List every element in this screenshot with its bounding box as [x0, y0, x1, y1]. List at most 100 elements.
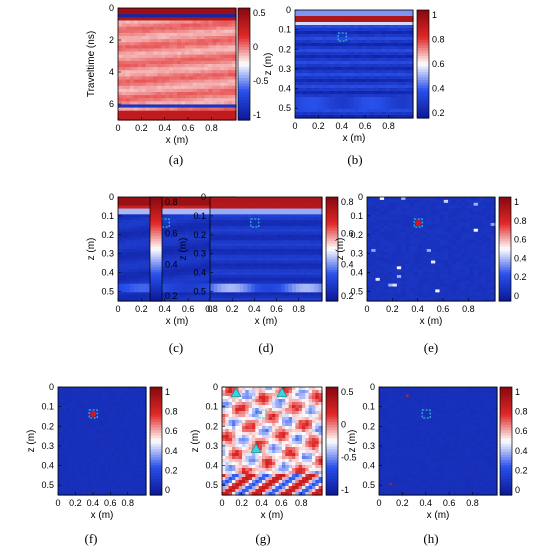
x-tick-label: 0.2 — [226, 304, 239, 314]
colorbar-tick-label: 0 — [165, 485, 170, 495]
colorbar-tick-label: 0.6 — [165, 426, 178, 436]
colorbar-tick-label: 0.4 — [165, 446, 178, 456]
colorbar-tick-label: 0.4 — [515, 446, 528, 456]
y-tick-label: 0.3 — [41, 441, 54, 451]
triangle-marker — [250, 442, 262, 453]
colorbar-tick-label: 0.6 — [432, 59, 445, 69]
colorbar: 0.5 0 -0.5 -1 — [237, 7, 269, 121]
subfigure-caption: (e) — [424, 340, 438, 355]
y-tick-label: 0.5 — [101, 287, 114, 297]
y-tick-label: 0.2 — [193, 230, 206, 240]
x-tick-label: 0.4 — [411, 304, 424, 314]
colorbar-tick-label: 0.8 — [165, 197, 178, 207]
y-axis-label: Traveltime (ns) — [86, 31, 97, 97]
x-tick-label: 0.4 — [255, 498, 268, 508]
panel-d: 00.10.20.30.40.50 0.2 0.4 0.6 0.8x (m)z (m)0… — [178, 192, 354, 355]
target-marker — [257, 409, 267, 419]
target-marker — [337, 32, 347, 42]
x-tick-label: 0.6 — [275, 498, 288, 508]
x-tick-label: 0.2 — [312, 121, 325, 131]
x-tick-label: 0.4 — [335, 121, 348, 131]
y-tick-label: 0.2 — [278, 44, 291, 54]
heatmap-field — [222, 387, 323, 496]
colorbar-tick-label: 1 — [515, 387, 520, 397]
plot-frame — [366, 196, 496, 302]
target-marker — [88, 409, 98, 419]
y-tick-label: 0.2 — [41, 421, 54, 431]
y-tick-label: 0 — [358, 192, 363, 202]
x-tick-label: 0.8 — [382, 121, 395, 131]
y-tick-label: 0.5 — [193, 287, 206, 297]
x-tick-label: 0.2 — [135, 123, 148, 133]
speckle-dot — [405, 394, 409, 398]
subfigure-caption: (f) — [85, 531, 98, 546]
colorbar-tick-label: 0.6 — [165, 228, 178, 238]
y-tick-label: 0.1 — [101, 211, 114, 221]
panel-a: 0 2 4 6 0 0.2 0.4 0.6 0.8 x (m) Traveltime (ns) 0.5… — [86, 3, 269, 167]
colorbar-tick-label: 0.8 — [514, 216, 527, 226]
y-tick-label: 0.2 — [350, 230, 363, 240]
plot-frame — [117, 7, 237, 121]
x-tick-label: 0.4 — [419, 498, 432, 508]
colorbar: 1 0.8 0.6 0.4 0.2 0 — [149, 386, 178, 496]
x-tick-label: 0.4 — [87, 498, 100, 508]
colorbar-tick-label: 0.2 — [165, 291, 178, 301]
y-tick-label: 0.5 — [41, 480, 54, 490]
y-tick-label: 0.4 — [278, 84, 291, 94]
colorbar-tick-label: -0.5 — [341, 452, 357, 462]
x-tick-label: 0 — [364, 304, 369, 314]
subfigure-caption: (g) — [255, 531, 270, 546]
colorbar-tick-label: -1 — [341, 485, 349, 495]
x-tick-label: 0 — [55, 498, 60, 508]
heatmap-field — [295, 10, 414, 119]
colorbar-tick-label: 0.4 — [341, 260, 354, 270]
heatmap-field — [210, 197, 323, 302]
y-axis-label: z (m) — [178, 238, 189, 261]
colorbar: 0.8 0.6 0.4 0.2 — [325, 196, 354, 302]
colorbar-tick-label: 0 — [253, 42, 258, 52]
y-tick-label: 0.3 — [278, 64, 291, 74]
y-axis-label: z (m) — [347, 430, 358, 453]
x-axis-label: x (m) — [91, 510, 114, 521]
subfigure-caption: (c) — [169, 340, 183, 355]
x-tick-label: 0.8 — [121, 498, 134, 508]
subfigure-caption: (h) — [423, 531, 438, 546]
colorbar-tick-label: -0.5 — [253, 76, 269, 86]
x-tick-label: 0.6 — [359, 121, 372, 131]
colorbar-tick-label: 0.6 — [341, 228, 354, 238]
x-tick-label: 0 — [219, 498, 224, 508]
colorbar-tick-label: 0.4 — [165, 260, 178, 270]
target-marker — [421, 409, 431, 419]
x-tick-label: 0.2 — [386, 304, 399, 314]
y-tick-label: 0.3 — [101, 249, 114, 259]
y-tick-label: 0 — [213, 382, 218, 392]
x-tick-label: 0 — [115, 123, 120, 133]
colorbar-tick-label: 0 — [515, 485, 520, 495]
plot-frame — [221, 386, 323, 496]
x-axis-label: x (m) — [420, 316, 443, 327]
x-tick-label: 0.8 — [462, 304, 475, 314]
colorbar-tick-label: -1 — [253, 110, 261, 120]
colorbar-tick-label: 0.4 — [514, 253, 527, 263]
x-tick-label: 0.4 — [158, 123, 171, 133]
colorbar-tick-label: 0.6 — [514, 235, 527, 245]
x-axis-label: x (m) — [166, 316, 189, 327]
x-tick-label: 0 — [376, 498, 381, 508]
y-tick-label: 0.1 — [41, 402, 54, 412]
colorbar-tick-label: 1 — [432, 10, 437, 20]
y-tick-label: 0.2 — [205, 421, 218, 431]
heatmap-field — [118, 8, 237, 121]
y-tick-label: 0.4 — [41, 461, 54, 471]
plot-frame — [57, 386, 147, 496]
x-tick-label: 0.2 — [236, 498, 249, 508]
y-axis-label: z (m) — [190, 430, 201, 453]
y-tick-label: 4 — [109, 67, 114, 77]
x-axis-label: x (m) — [343, 133, 366, 144]
x-tick-label: 0.6 — [270, 304, 283, 314]
y-axis-label: z (m) — [335, 238, 346, 261]
y-tick-label: 0.4 — [193, 268, 206, 278]
y-tick-label: 0.5 — [205, 480, 218, 490]
y-tick-label: 0.2 — [362, 421, 375, 431]
hotspot — [415, 220, 422, 226]
x-tick-label: 0.2 — [135, 304, 148, 314]
